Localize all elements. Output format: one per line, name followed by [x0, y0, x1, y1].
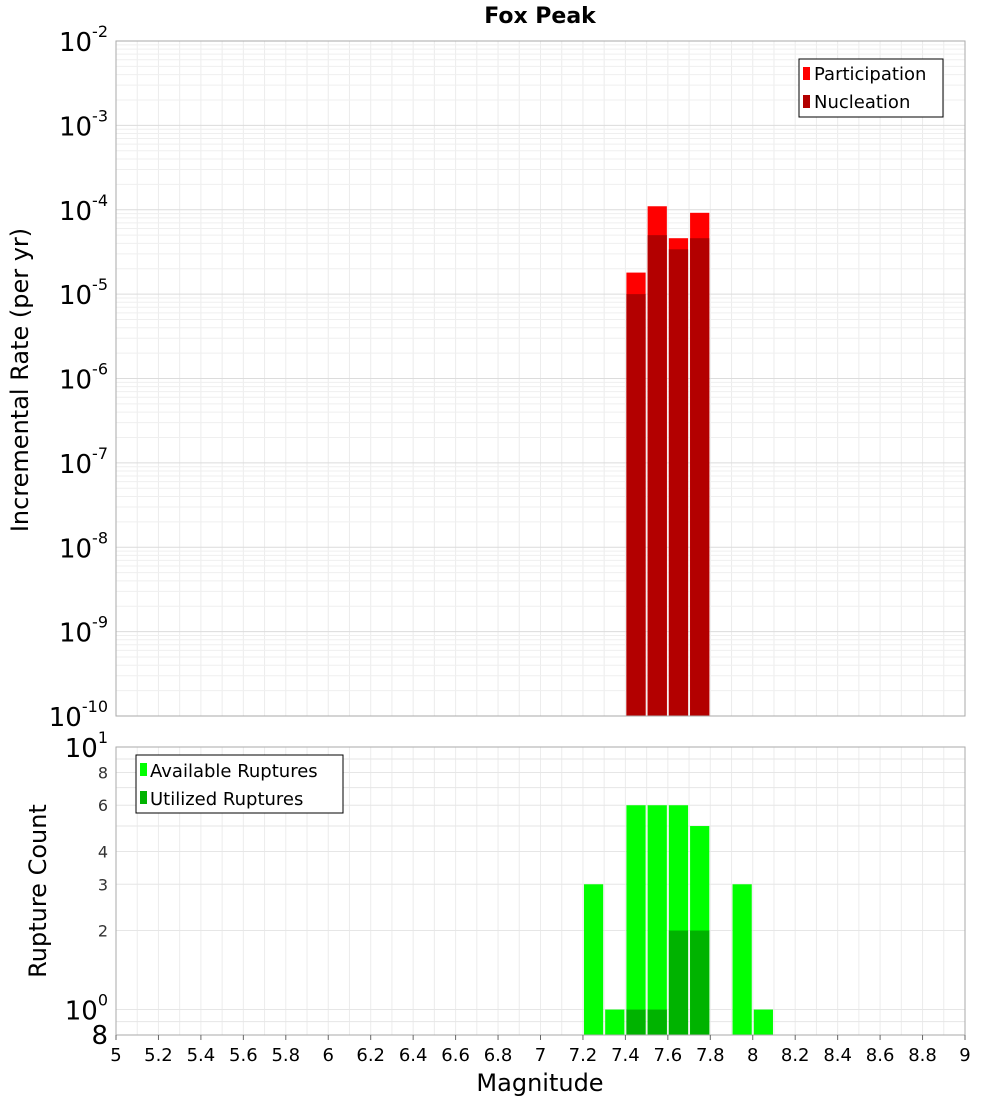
bottom-y-tick-label: 6 — [98, 796, 108, 815]
available-ruptures-bar — [753, 1009, 773, 1035]
x-tick-label: 5.8 — [271, 1045, 300, 1066]
bottom-y-tick-label: 3 — [98, 875, 108, 894]
x-tick-label: 7 — [535, 1045, 546, 1066]
legend-label-utilized: Utilized Ruptures — [150, 789, 303, 810]
nucleation-bar — [647, 235, 667, 716]
bottom-y-axis-label: Rupture Count — [24, 804, 52, 978]
nucleation-bar — [626, 294, 646, 716]
bottom-legend-box — [135, 754, 344, 814]
available-ruptures-bar — [732, 884, 752, 1035]
bottom-y-tick-label: 8 — [91, 1021, 108, 1051]
x-tick-label: 7.6 — [654, 1045, 683, 1066]
available-ruptures-bar — [626, 805, 646, 1035]
chart-title: Fox Peak — [484, 4, 597, 29]
top-legend: Participation Nucleation — [798, 58, 944, 118]
top-y-tick-label: 10-3 — [59, 106, 108, 142]
top-y-tick-label: 10-8 — [59, 528, 108, 564]
top-y-tick-label: 10-9 — [59, 613, 108, 649]
top-plot-border — [115, 40, 966, 717]
x-tick-label: 6.6 — [441, 1045, 470, 1066]
top-plot: 10-2 10-3 10-4 10-5 10-6 10-7 10-8 10-9 10-10 In… — [6, 22, 966, 733]
top-y-tick-label: 10-4 — [59, 191, 108, 227]
x-tick-label: 8.2 — [781, 1045, 810, 1066]
bottom-legend: Available Ruptures Utilized Ruptures — [135, 754, 344, 814]
top-y-tick-label: 10-5 — [59, 275, 108, 311]
top-legend-box — [798, 58, 944, 118]
x-tick-label: 9 — [959, 1045, 970, 1066]
top-y-tick-label: 10-10 — [49, 697, 108, 733]
bottom-y-tick-label: 100 — [65, 991, 108, 1027]
top-y-axis-label: Incremental Rate (per yr) — [6, 228, 34, 532]
nucleation-bar — [690, 238, 710, 716]
legend-swatch-nucleation — [803, 95, 810, 108]
x-tick-label: 7.2 — [569, 1045, 598, 1066]
available-ruptures-bar — [605, 1009, 625, 1035]
utilized-ruptures-bar — [668, 930, 689, 1035]
bottom-y-tick-label: 4 — [98, 842, 108, 861]
top-grid — [115, 41, 966, 717]
utilized-ruptures-bar — [690, 930, 710, 1035]
legend-swatch-participation — [803, 67, 810, 80]
bottom-x-ticks: 5 5.2 5.4 5.6 5.8 6 6.2 6.4 6.6 6.8 7 7.2 7.4 7.6 7.8 8… — [110, 1035, 971, 1066]
top-y-ticks: 10-2 10-3 10-4 10-5 10-6 10-7 10-8 10-9 10-10 — [49, 22, 108, 733]
nucleation-bar — [668, 249, 689, 716]
x-tick-label: 6.2 — [356, 1045, 385, 1066]
x-tick-label: 8 — [747, 1045, 758, 1066]
bottom-y-tick-label: 8 — [98, 763, 108, 782]
available-ruptures-bar — [647, 805, 667, 1035]
legend-label-participation: Participation — [814, 64, 926, 85]
legend-label-nucleation: Nucleation — [814, 92, 910, 113]
x-tick-label: 8.8 — [908, 1045, 937, 1066]
x-tick-label: 5.2 — [144, 1045, 173, 1066]
utilized-ruptures-bar — [626, 1009, 646, 1035]
legend-swatch-available — [140, 763, 147, 776]
bottom-y-tick-label: 2 — [98, 922, 108, 941]
bottom-y-tick-label: 101 — [65, 728, 108, 764]
bottom-bars — [583, 805, 773, 1035]
x-tick-label: 6.8 — [484, 1045, 513, 1066]
x-tick-label: 8.4 — [823, 1045, 852, 1066]
legend-swatch-utilized — [140, 791, 147, 804]
x-tick-label: 7.4 — [611, 1045, 640, 1066]
top-y-tick-label: 10-7 — [59, 444, 108, 480]
legend-label-available: Available Ruptures — [150, 761, 318, 782]
x-axis-label: Magnitude — [476, 1069, 603, 1097]
x-tick-label: 5.4 — [187, 1045, 216, 1066]
top-bars — [626, 206, 710, 716]
x-tick-label: 7.8 — [696, 1045, 725, 1066]
utilized-ruptures-bar — [647, 1009, 667, 1035]
x-tick-label: 5.6 — [229, 1045, 258, 1066]
x-tick-label: 6 — [323, 1045, 334, 1066]
x-tick-label: 8.6 — [866, 1045, 895, 1066]
x-tick-label: 6.4 — [399, 1045, 428, 1066]
top-y-tick-label: 10-6 — [59, 360, 108, 396]
x-tick-label: 5 — [110, 1045, 121, 1066]
available-ruptures-bar — [583, 884, 604, 1035]
top-y-tick-label: 10-2 — [59, 22, 108, 58]
